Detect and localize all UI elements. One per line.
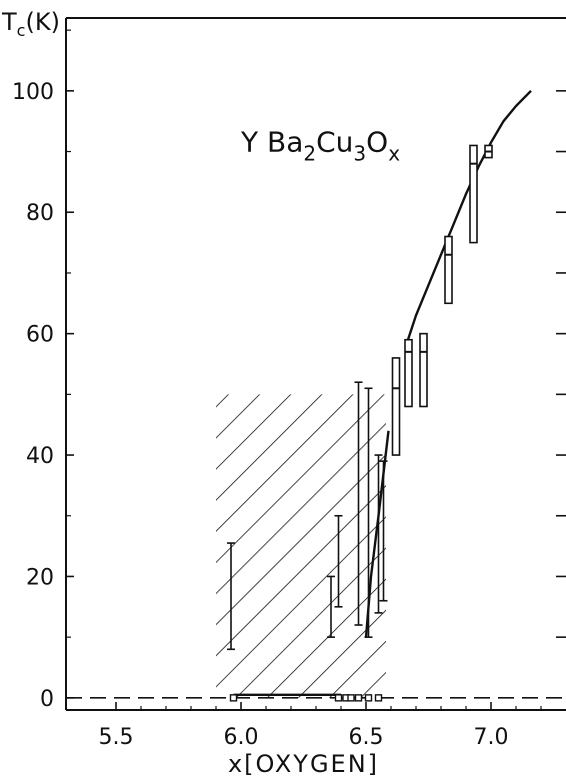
y-ticks-group: 0 20 40 60 80 100	[12, 29, 566, 712]
y-tick-label: 100	[12, 80, 54, 105]
x-ticks-group: 5.5 6.0 6.5 7.0	[99, 702, 542, 750]
hatched-region-group	[216, 394, 386, 698]
x-tick-label: 7.0	[474, 725, 509, 750]
error-bar	[379, 460, 388, 602]
rect-point-box	[444, 235, 453, 305]
x-tick-label: 6.0	[224, 725, 259, 750]
zero-point	[374, 694, 383, 702]
rect-points-group	[391, 144, 493, 456]
error-bar	[227, 542, 235, 651]
rect-point	[419, 332, 428, 408]
error-bar	[364, 387, 373, 638]
hatched-region	[216, 394, 386, 698]
zero-points-group	[229, 694, 383, 702]
y-tick-label: 0	[40, 687, 54, 712]
rect-point	[484, 144, 493, 159]
error-bar	[334, 514, 343, 608]
rect-point-box	[469, 144, 478, 244]
x-axis-title: x[OXYGEN]	[228, 750, 379, 778]
y-tick-label: 80	[26, 201, 54, 226]
error-bar	[327, 575, 335, 638]
formula-text: O	[366, 126, 388, 159]
y-tick-label: 60	[26, 323, 54, 348]
error-bar	[354, 381, 363, 626]
zero-point	[334, 694, 343, 702]
rect-point-box	[404, 338, 413, 408]
y-axis-title-subscript: c	[17, 21, 26, 40]
y-tick-label: 20	[26, 565, 54, 590]
rect-point-box	[419, 332, 428, 408]
error-bars-group	[227, 381, 388, 651]
formula-text: Cu	[316, 126, 353, 159]
rect-point	[469, 144, 478, 244]
formula-annotation: Y Ba2Cu3Ox	[240, 126, 400, 166]
y-axis-title: Tc(K)	[1, 8, 60, 40]
rect-point	[391, 357, 401, 456]
formula-text: Y Ba	[240, 126, 303, 159]
rect-point	[404, 338, 413, 408]
formula-subscript: x	[388, 142, 400, 166]
rect-point-box	[391, 357, 401, 456]
curve-main	[404, 89, 532, 347]
error-bar	[374, 454, 383, 614]
x-tick-label: 5.5	[99, 725, 134, 750]
zero-point	[347, 694, 355, 702]
rect-point	[444, 235, 453, 305]
y-axis-title-main: T	[1, 8, 17, 36]
formula-subscript: 2	[303, 142, 316, 166]
y-tick-label: 40	[26, 444, 54, 469]
zero-point	[229, 694, 238, 702]
x-tick-label: 6.5	[349, 725, 384, 750]
zero-point	[354, 694, 363, 702]
formula-subscript: 3	[353, 142, 366, 166]
y-axis-title-unit: (K)	[25, 8, 59, 36]
zero-point	[364, 694, 373, 702]
